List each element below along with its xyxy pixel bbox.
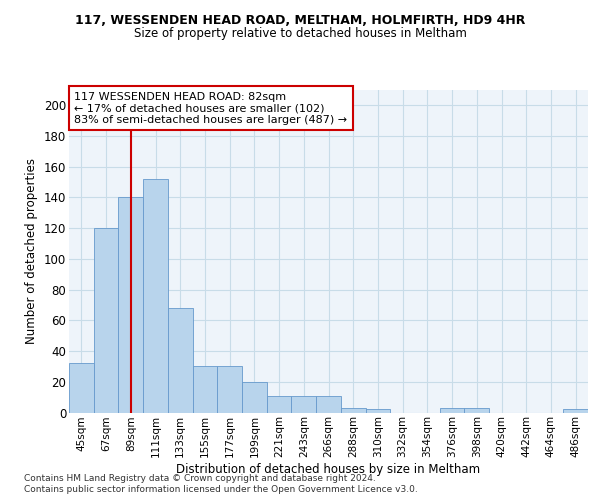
Text: 117, WESSENDEN HEAD ROAD, MELTHAM, HOLMFIRTH, HD9 4HR: 117, WESSENDEN HEAD ROAD, MELTHAM, HOLMF… — [75, 14, 525, 27]
Bar — [118, 198, 143, 412]
Text: Contains public sector information licensed under the Open Government Licence v3: Contains public sector information licen… — [24, 485, 418, 494]
Bar — [464, 408, 489, 412]
Text: Contains HM Land Registry data © Crown copyright and database right 2024.: Contains HM Land Registry data © Crown c… — [24, 474, 376, 483]
Text: 117 WESSENDEN HEAD ROAD: 82sqm
← 17% of detached houses are smaller (102)
83% of: 117 WESSENDEN HEAD ROAD: 82sqm ← 17% of … — [74, 92, 347, 125]
Bar — [341, 408, 365, 412]
Bar — [143, 179, 168, 412]
X-axis label: Distribution of detached houses by size in Meltham: Distribution of detached houses by size … — [176, 463, 481, 476]
Bar — [94, 228, 118, 412]
Bar — [292, 396, 316, 412]
Bar — [563, 410, 588, 412]
Bar — [193, 366, 217, 412]
Bar — [440, 408, 464, 412]
Y-axis label: Number of detached properties: Number of detached properties — [25, 158, 38, 344]
Bar — [242, 382, 267, 412]
Bar — [316, 396, 341, 412]
Bar — [168, 308, 193, 412]
Bar — [69, 364, 94, 412]
Text: Size of property relative to detached houses in Meltham: Size of property relative to detached ho… — [134, 28, 466, 40]
Bar — [365, 410, 390, 412]
Bar — [267, 396, 292, 412]
Bar — [217, 366, 242, 412]
